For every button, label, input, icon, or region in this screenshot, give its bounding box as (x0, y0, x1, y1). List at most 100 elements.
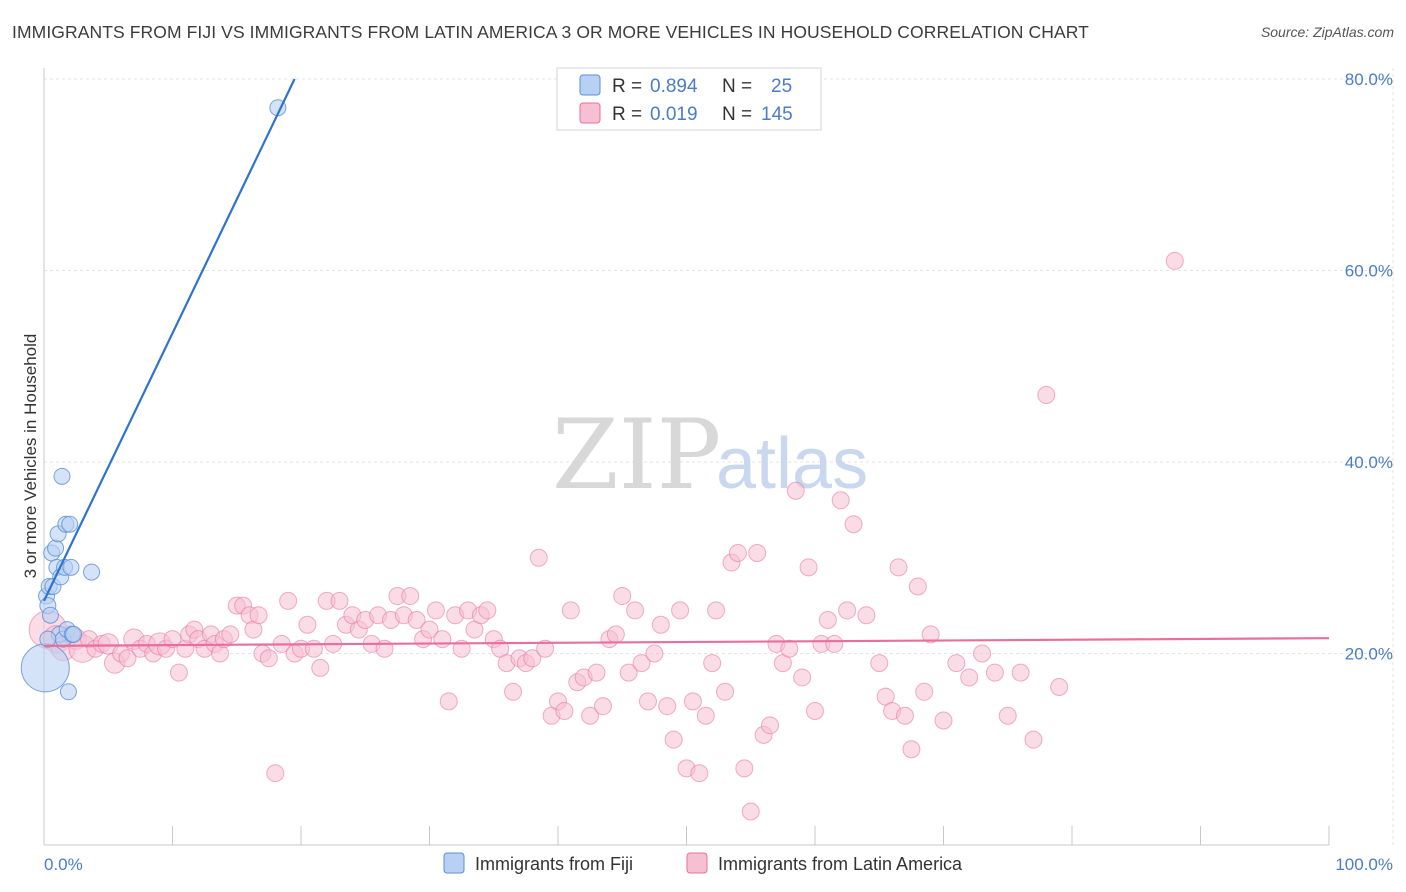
latam-point (857, 606, 876, 625)
latam-point (638, 692, 657, 711)
latam-point (478, 601, 497, 620)
latam-trend-line (43, 637, 1330, 647)
latam-point (934, 711, 953, 730)
latam-point (748, 543, 767, 562)
latam-point (761, 716, 780, 735)
legend-n-value-fiji: 25 (771, 76, 792, 97)
latam-point (581, 706, 600, 725)
latam-point (298, 615, 317, 634)
y-tick-label-40: 40.0% (1345, 453, 1393, 472)
latam-point (780, 639, 799, 658)
y-axis-label: 3 or more Vehicles in Household (21, 334, 40, 579)
latam-point (619, 663, 638, 682)
latam-point (825, 634, 844, 653)
latam-point (658, 697, 677, 716)
fiji-point (20, 643, 70, 693)
latam-point (696, 706, 715, 725)
latam-points (28, 251, 1184, 821)
latam-point (163, 630, 182, 649)
latam-point (1024, 730, 1043, 749)
fiji-point (53, 467, 71, 485)
latam-point (632, 654, 651, 673)
latam-point (606, 625, 625, 644)
latam-point (587, 663, 606, 682)
fiji-point (61, 515, 79, 533)
legend-r-label-latam: R = (612, 104, 642, 125)
latam-point (741, 802, 760, 821)
latam-point (439, 692, 458, 711)
latam-point (221, 625, 240, 644)
latam-point (818, 610, 837, 629)
latam-point (118, 649, 137, 668)
latam-point (651, 615, 670, 634)
latam-point (703, 654, 722, 673)
fiji-point (65, 625, 83, 643)
legend-n-label-fiji: N = (722, 76, 752, 97)
latam-point (401, 587, 420, 606)
latam-point (555, 701, 574, 720)
latam-point (536, 639, 555, 658)
fiji-point (39, 630, 57, 648)
legend-r-value-latam: 0.019 (650, 104, 698, 125)
legend-swatch-fiji (579, 74, 601, 96)
legend-swatch-latam (579, 102, 601, 124)
latam-point (259, 649, 278, 668)
bottom-legend-latam: Immigrants from Latin America (718, 854, 963, 874)
latam-point (645, 644, 664, 663)
fiji-point (62, 558, 80, 576)
latam-point (330, 591, 349, 610)
watermark-zip: ZIP (552, 399, 721, 511)
latam-point (561, 601, 580, 620)
legend-n-value-latam: 145 (761, 104, 793, 125)
latam-point (671, 601, 690, 620)
y-tick-label-80: 80.0% (1345, 70, 1393, 89)
latam-point (902, 740, 921, 759)
latam-point (985, 663, 1004, 682)
latam-point (433, 630, 452, 649)
chart-source: Source: ZipAtlas.com (1260, 24, 1394, 40)
latam-point (799, 558, 818, 577)
y-tick-label-20: 20.0% (1345, 645, 1393, 664)
latam-point (707, 601, 726, 620)
x-tick-label-min: 0.0% (44, 855, 83, 874)
fiji-trend-line (43, 78, 296, 602)
chart-title: IMMIGRANTS FROM FIJI VS IMMIGRANTS FROM … (12, 22, 1089, 42)
latam-point (311, 658, 330, 677)
latam-point (716, 682, 735, 701)
latam-point (728, 543, 747, 562)
latam-point (304, 639, 323, 658)
series-legend: Immigrants from Fiji Immigrants from Lat… (443, 852, 963, 874)
latam-point (735, 759, 754, 778)
legend-r-label-fiji: R = (612, 76, 642, 97)
latam-point (593, 697, 612, 716)
legend-r-value-fiji: 0.894 (650, 76, 698, 97)
x-tick-label-max: 100.0% (1335, 855, 1393, 874)
latam-point (1011, 663, 1030, 682)
latam-point (831, 491, 850, 510)
latam-point (915, 682, 934, 701)
latam-point (973, 644, 992, 663)
fiji-points (20, 99, 287, 701)
latam-point (1037, 385, 1056, 404)
latam-point (529, 548, 548, 567)
latam-point (844, 515, 863, 534)
y-tick-label-60: 60.0% (1345, 262, 1393, 281)
latam-point (793, 668, 812, 687)
bottom-legend-swatch-fiji (443, 852, 465, 874)
latam-point (870, 654, 889, 673)
axes (43, 68, 1330, 846)
legend-n-label-latam: N = (722, 104, 752, 125)
latam-point (786, 481, 805, 500)
fiji-point (41, 606, 59, 624)
latam-point (169, 663, 188, 682)
latam-point (426, 601, 445, 620)
trend-lines (43, 78, 1330, 647)
latam-point (626, 601, 645, 620)
latam-point (921, 625, 940, 644)
latam-point (1165, 251, 1184, 270)
latam-point (420, 620, 439, 639)
latam-point (895, 706, 914, 725)
latam-point (947, 654, 966, 673)
y-tick-labels: 20.0% 40.0% 60.0% 80.0% (1345, 70, 1393, 664)
